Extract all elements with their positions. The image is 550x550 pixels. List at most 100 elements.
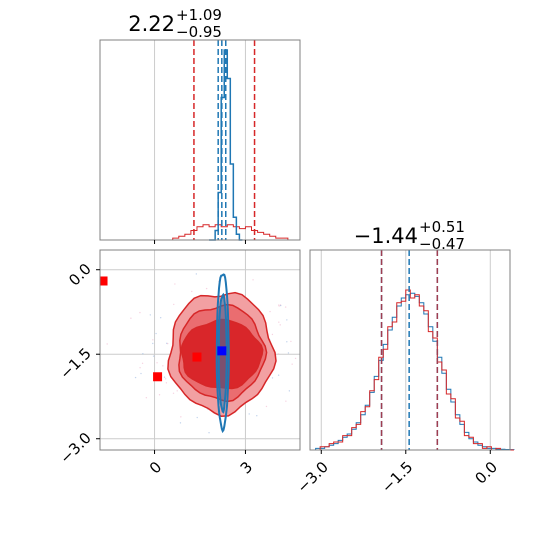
param2-title-value: −1.44: [354, 224, 418, 248]
scatter-point: [166, 342, 169, 345]
scatter-point: [277, 353, 280, 355]
scatter-point: [303, 325, 304, 326]
param2-x-tick-label: 0.0: [471, 458, 501, 488]
param1-histogram-ticks: [154, 240, 246, 244]
param2-histogram-panel: −3.0 −1.5 0.0: [294, 249, 515, 497]
scatter-point: [159, 317, 162, 319]
scatter-point: [278, 321, 280, 323]
red-marker: [153, 372, 163, 382]
scatter-point: [134, 376, 137, 379]
param2-title-minus: −0.47: [419, 235, 465, 253]
scatter-point: [152, 339, 154, 341]
scatter-point: [158, 394, 161, 396]
scatter-point: [172, 392, 175, 394]
param1-title-plus: +1.09: [176, 6, 222, 24]
joint-x-tick-label: 3: [237, 458, 256, 477]
scatter-point: [140, 372, 142, 375]
scatter-point: [152, 342, 154, 345]
param2-histogram-ticks: −3.0 −1.5 0.0: [294, 450, 501, 497]
scatter-point: [141, 362, 144, 365]
joint-markers: [100, 276, 227, 382]
scatter-point: [142, 353, 144, 355]
param2-title-plus: +0.51: [419, 218, 465, 236]
scatter-point: [106, 343, 108, 345]
scatter-point: [286, 341, 288, 343]
param1-quantile-lines: [193, 40, 256, 240]
scatter-point: [162, 365, 164, 367]
scatter-point: [271, 377, 274, 379]
scatter-point: [196, 416, 198, 419]
scatter-point: [269, 310, 271, 313]
scatter-point: [164, 378, 167, 380]
red-marker: [192, 352, 202, 362]
scatter-point: [83, 315, 84, 316]
param2-histogram-background: [310, 250, 510, 450]
scatter-point: [301, 297, 302, 298]
scatter-point: [165, 382, 168, 384]
scatter-point: [176, 390, 178, 392]
scatter-point: [286, 319, 288, 321]
joint-y-tick-label: −1.5: [56, 344, 94, 382]
scatter-point: [180, 416, 182, 418]
param2-x-tick-label: −3.0: [294, 458, 332, 496]
scatter-point: [294, 357, 297, 360]
scatter-point: [205, 287, 208, 290]
joint-x-tick-label: 0: [146, 458, 165, 477]
scatter-point: [279, 304, 282, 307]
param1-histogram-background: [100, 40, 300, 240]
blue-marker: [217, 346, 227, 356]
param1-title-minus: −0.95: [176, 23, 222, 41]
scatter-point: [155, 332, 157, 335]
scatter-point: [149, 314, 152, 316]
scatter-point: [277, 374, 280, 376]
scatter-point: [174, 283, 176, 285]
param1-title: 2.22 +1.09 −0.95: [128, 6, 222, 41]
param1-red-histogram: [172, 224, 294, 241]
joint-panel: 0 3 0.0 −1.5 −3.0: [56, 249, 305, 478]
joint-frame: [99, 249, 301, 451]
scatter-point: [285, 400, 287, 402]
scatter-point: [271, 333, 274, 336]
scatter-point: [139, 367, 141, 369]
scatter-point: [191, 290, 193, 293]
param2-red-histogram: [315, 289, 514, 451]
param2-quantile-lines: [380, 250, 439, 450]
scatter-point: [290, 340, 292, 343]
scatter-point: [279, 324, 281, 326]
joint-y-tick-label: 0.0: [65, 260, 95, 290]
param1-histogram-grid: [154, 40, 246, 240]
blue-contour-outer: [215, 273, 230, 434]
scatter-point: [248, 413, 250, 415]
param2-histogram-grid: [320, 250, 491, 450]
scatter-point: [287, 352, 290, 354]
scatter-point: [284, 306, 287, 308]
param1-title-value: 2.22: [128, 12, 175, 36]
scatter-point: [173, 303, 175, 306]
scatter-point: [208, 432, 210, 434]
param1-histogram-frame: [99, 39, 301, 241]
param1-blue-histogram: [209, 49, 243, 241]
scatter-point: [265, 405, 268, 408]
param2-histogram-frame: [309, 249, 511, 451]
scatter-point: [288, 390, 291, 392]
scatter-point: [256, 414, 258, 417]
scatter-point: [304, 368, 305, 369]
param2-title: −1.44 +0.51 −0.47: [354, 218, 465, 253]
scatter-point: [291, 363, 293, 365]
scatter-point: [195, 273, 198, 275]
scatter-point: [252, 279, 254, 281]
joint-y-tick-label: −3.0: [56, 429, 94, 467]
scatter-point: [156, 362, 158, 364]
param2-blue-histogram: [315, 292, 515, 451]
scatter-point: [179, 422, 182, 424]
scatter-point: [152, 355, 155, 357]
red-marker: [100, 276, 108, 286]
scatter-point: [145, 396, 148, 399]
scatter-point: [139, 311, 141, 314]
scatter-point: [130, 317, 132, 319]
scatter-point: [163, 376, 166, 378]
scatter-point: [278, 304, 280, 306]
param2-x-tick-label: −1.5: [378, 458, 416, 496]
param1-histogram-panel: [99, 39, 301, 244]
